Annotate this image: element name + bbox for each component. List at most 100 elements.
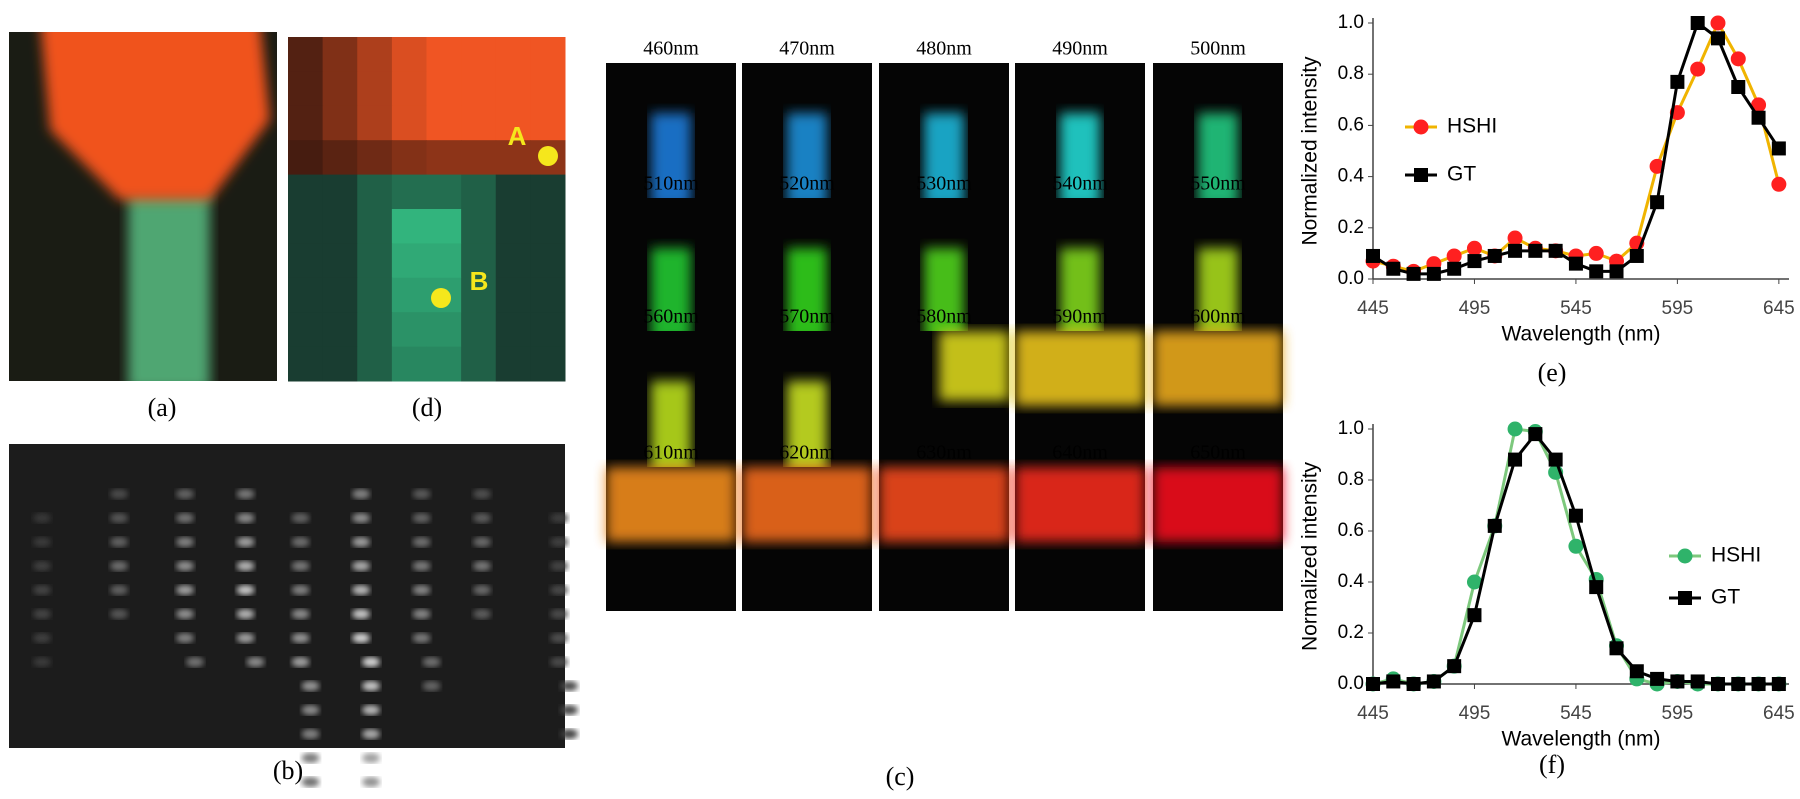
marker: [1609, 641, 1624, 656]
glow: [924, 113, 964, 207]
pixel: [495, 346, 531, 382]
marker: [1528, 243, 1543, 258]
tile-glow: [787, 248, 827, 342]
pixel: [288, 71, 324, 107]
spot: [301, 681, 320, 691]
spot: [246, 657, 265, 667]
wavelength-label: 490nm: [1052, 38, 1108, 60]
spot: [550, 657, 568, 667]
wavelength-label: 520nm: [779, 173, 835, 195]
x-tick-label: 545: [1560, 703, 1592, 724]
wavelength-label: 500nm: [1190, 38, 1246, 60]
spot: [412, 537, 431, 547]
pixel: [288, 346, 324, 382]
marker: [1366, 677, 1380, 691]
marker: [1629, 664, 1644, 679]
y-tick-label: 0.0: [1338, 268, 1364, 289]
pixel: [322, 174, 358, 210]
pixel: [461, 312, 497, 348]
spot: [110, 489, 128, 499]
spot: [110, 609, 128, 619]
marker: [1568, 508, 1583, 523]
pixel: [461, 37, 497, 72]
glow: [742, 467, 872, 542]
pixel: [495, 71, 531, 107]
tile-glow: [651, 381, 691, 475]
pixel: [461, 174, 497, 210]
pixel: [461, 277, 497, 313]
pixel: [322, 346, 358, 382]
spot: [550, 585, 568, 595]
tile-glow: [1153, 467, 1283, 542]
pixel: [391, 71, 427, 107]
wavelength-label: 480nm: [916, 38, 972, 60]
legend-marker: [1413, 119, 1429, 135]
pixel: [426, 140, 462, 176]
tile-glow: [1015, 331, 1145, 406]
wavelength-label: 470nm: [779, 38, 835, 60]
pixel: [391, 209, 427, 244]
y-tick-label: 1.0: [1338, 418, 1364, 439]
y-tick-label: 1.0: [1338, 12, 1364, 33]
point-marker: [431, 288, 451, 308]
spot: [412, 585, 431, 595]
marker: [1670, 674, 1685, 689]
marker: [1690, 16, 1705, 30]
glow: [651, 248, 691, 342]
marker: [1426, 266, 1441, 281]
spot: [110, 561, 128, 571]
tile-glow: [1198, 248, 1238, 342]
pixel: [530, 243, 566, 279]
tile-glow: [879, 467, 1009, 542]
legend-marker: [1678, 591, 1692, 605]
spot: [301, 753, 320, 763]
spot: [473, 537, 491, 547]
spot: [352, 513, 370, 523]
spots: [33, 489, 578, 787]
wavelength-label: 650nm: [1190, 442, 1246, 464]
glow: [924, 248, 964, 342]
point-label: B: [470, 266, 489, 296]
pixel: [322, 71, 358, 107]
spot: [412, 513, 431, 523]
glow: [1060, 248, 1100, 342]
panel-label: (d): [412, 393, 442, 422]
spot: [33, 513, 51, 523]
spot: [33, 561, 51, 571]
pixel: [426, 105, 462, 141]
pixel: [495, 140, 531, 176]
spot: [362, 729, 380, 739]
marker: [1466, 574, 1482, 590]
y-tick-label: 0.2: [1338, 622, 1364, 643]
legend-label: GT: [1447, 163, 1476, 186]
marker: [1771, 677, 1786, 691]
glow: [1153, 331, 1283, 406]
photo-a: [9, 32, 277, 381]
spot: [33, 657, 51, 667]
pixel: [357, 71, 393, 107]
pixel: [426, 37, 462, 72]
marker: [1710, 15, 1726, 31]
spot: [352, 561, 370, 571]
tile-glow: [1153, 331, 1283, 406]
pixel: [288, 105, 324, 141]
spot: [550, 537, 568, 547]
spot: [362, 753, 380, 763]
tile-glow: [787, 381, 827, 475]
spot: [33, 633, 51, 643]
panel-label: (e): [1538, 358, 1567, 387]
spot: [473, 489, 491, 499]
point-marker: [538, 146, 558, 166]
spot: [301, 705, 320, 715]
marker: [1771, 141, 1786, 156]
glow: [1015, 331, 1145, 406]
marker: [1406, 677, 1421, 691]
series-line: [1372, 19, 1781, 273]
marker: [1426, 674, 1441, 689]
spot: [176, 513, 194, 523]
glow: [1198, 113, 1238, 207]
pixel: [391, 174, 427, 210]
pixel: [495, 312, 531, 348]
glow: [787, 248, 827, 342]
